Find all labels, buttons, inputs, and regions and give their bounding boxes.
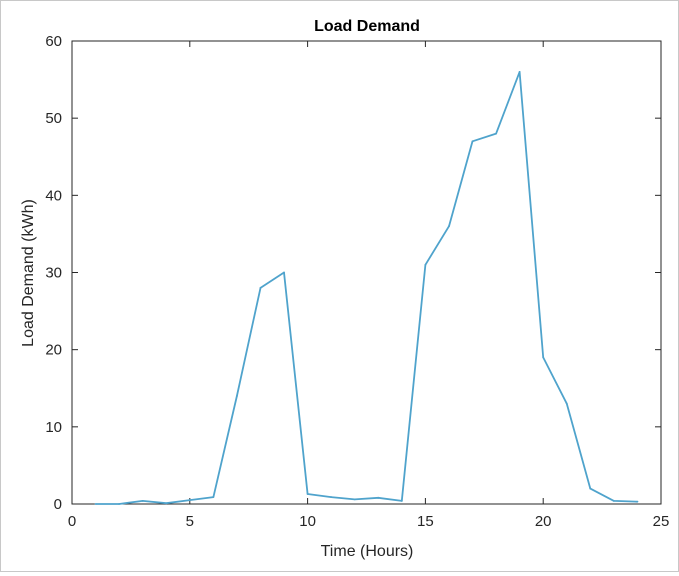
- x-tick-label: 25: [653, 513, 670, 530]
- data-point: [141, 500, 144, 502]
- x-tick-label: 5: [186, 513, 194, 530]
- data-point: [188, 499, 191, 502]
- data-point: [495, 132, 497, 135]
- y-tick-label: 50: [45, 110, 62, 127]
- y-tick-label: 30: [45, 265, 62, 282]
- data-point: [542, 356, 545, 359]
- x-axis-label: Time (Hours): [321, 543, 414, 560]
- data-point: [589, 487, 592, 490]
- x-tick-label: 0: [68, 513, 76, 530]
- data-point: [236, 395, 238, 397]
- series-line-load-demand: [95, 71, 638, 505]
- data-point: [283, 271, 285, 274]
- data-point: [565, 402, 568, 405]
- data-point: [471, 140, 474, 143]
- data-point: [612, 500, 615, 502]
- data-point: [165, 502, 168, 505]
- data-point: [448, 225, 450, 228]
- plot-area-box: [71, 40, 662, 505]
- y-tick-label: 10: [45, 419, 62, 436]
- data-point: [636, 500, 639, 503]
- data-point: [377, 496, 380, 499]
- data-point: [259, 287, 262, 289]
- data-point: [424, 263, 427, 266]
- chart-title: Load Demand: [314, 18, 420, 35]
- data-point: [306, 493, 309, 495]
- data-point: [118, 503, 121, 505]
- y-tick-label: 20: [45, 342, 62, 359]
- data-point: [212, 496, 215, 498]
- y-tick-label: 40: [45, 187, 62, 204]
- data-point: [94, 503, 97, 505]
- x-tick-label: 20: [535, 513, 552, 530]
- x-tick-label: 10: [299, 513, 316, 530]
- y-axis-label: Load Demand (kWh): [20, 199, 37, 347]
- data-point: [353, 498, 356, 501]
- y-tick-label: 60: [45, 33, 62, 50]
- data-point: [518, 70, 521, 73]
- y-tick-label: 0: [54, 496, 62, 513]
- data-point: [330, 496, 333, 498]
- x-tick-label: 15: [417, 513, 434, 530]
- data-point: [400, 500, 403, 502]
